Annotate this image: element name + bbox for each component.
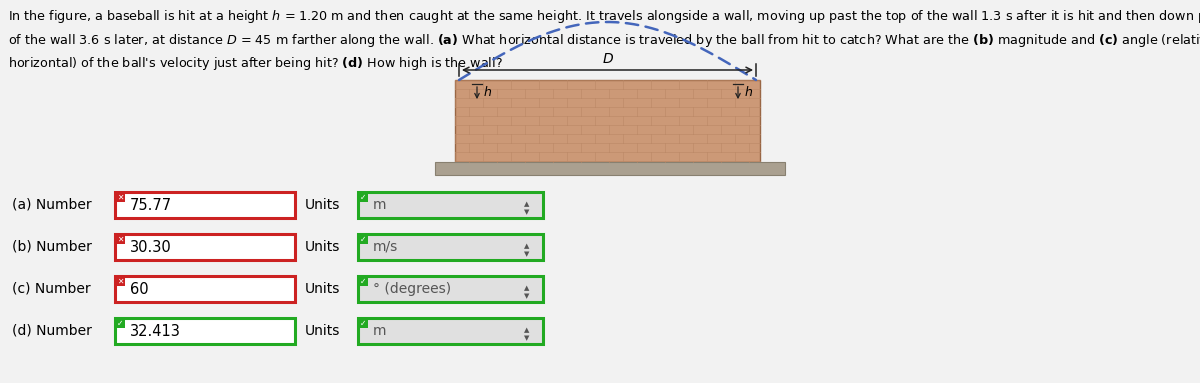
Text: h: h [745, 87, 752, 100]
Text: ✕: ✕ [116, 234, 124, 244]
Bar [455, 80, 760, 162]
Text: ✓: ✓ [360, 319, 366, 327]
Text: m: m [373, 324, 386, 338]
Text: h: h [484, 87, 492, 100]
Text: Units: Units [305, 198, 341, 212]
Bar [358, 276, 542, 302]
Text: ▼: ▼ [524, 209, 529, 215]
Text: ✓: ✓ [116, 319, 124, 327]
Bar [358, 318, 542, 344]
Text: Units: Units [305, 324, 341, 338]
Bar [115, 318, 125, 328]
Text: ▼: ▼ [524, 335, 529, 341]
Text: ✓: ✓ [360, 277, 366, 285]
Bar [436, 162, 785, 175]
Text: ▼: ▼ [524, 293, 529, 299]
Text: 75.77: 75.77 [130, 198, 172, 213]
Bar [115, 192, 125, 202]
Text: In the figure, a baseball is hit at a height $h$ = 1.20 m and then caught at the: In the figure, a baseball is hit at a he… [8, 8, 1200, 72]
Bar [115, 276, 295, 302]
Text: ▲: ▲ [524, 285, 529, 291]
Bar [358, 192, 542, 218]
Text: ✓: ✓ [360, 234, 366, 244]
Bar [115, 276, 125, 286]
Bar [358, 318, 368, 328]
Text: (a) Number: (a) Number [12, 198, 91, 212]
Bar [115, 318, 295, 344]
Text: m/s: m/s [373, 240, 398, 254]
Text: 30.30: 30.30 [130, 239, 172, 254]
Text: (d) Number: (d) Number [12, 324, 92, 338]
Bar [115, 234, 125, 244]
Text: ✕: ✕ [116, 277, 124, 285]
Bar [115, 192, 295, 218]
Text: ° (degrees): ° (degrees) [373, 282, 451, 296]
Text: Units: Units [305, 240, 341, 254]
Text: ✓: ✓ [360, 193, 366, 201]
Bar [358, 192, 368, 202]
Bar [358, 276, 368, 286]
Text: D: D [602, 52, 613, 66]
Text: ✕: ✕ [116, 193, 124, 201]
Text: ▲: ▲ [524, 327, 529, 333]
Text: m: m [373, 198, 386, 212]
Text: 60: 60 [130, 282, 149, 296]
Text: (c) Number: (c) Number [12, 282, 91, 296]
Bar [115, 234, 295, 260]
Bar [358, 234, 368, 244]
Text: ▼: ▼ [524, 251, 529, 257]
Text: (b) Number: (b) Number [12, 240, 92, 254]
Text: ▲: ▲ [524, 243, 529, 249]
Text: Units: Units [305, 282, 341, 296]
Text: ▲: ▲ [524, 201, 529, 207]
Text: 32.413: 32.413 [130, 324, 181, 339]
Bar [358, 234, 542, 260]
